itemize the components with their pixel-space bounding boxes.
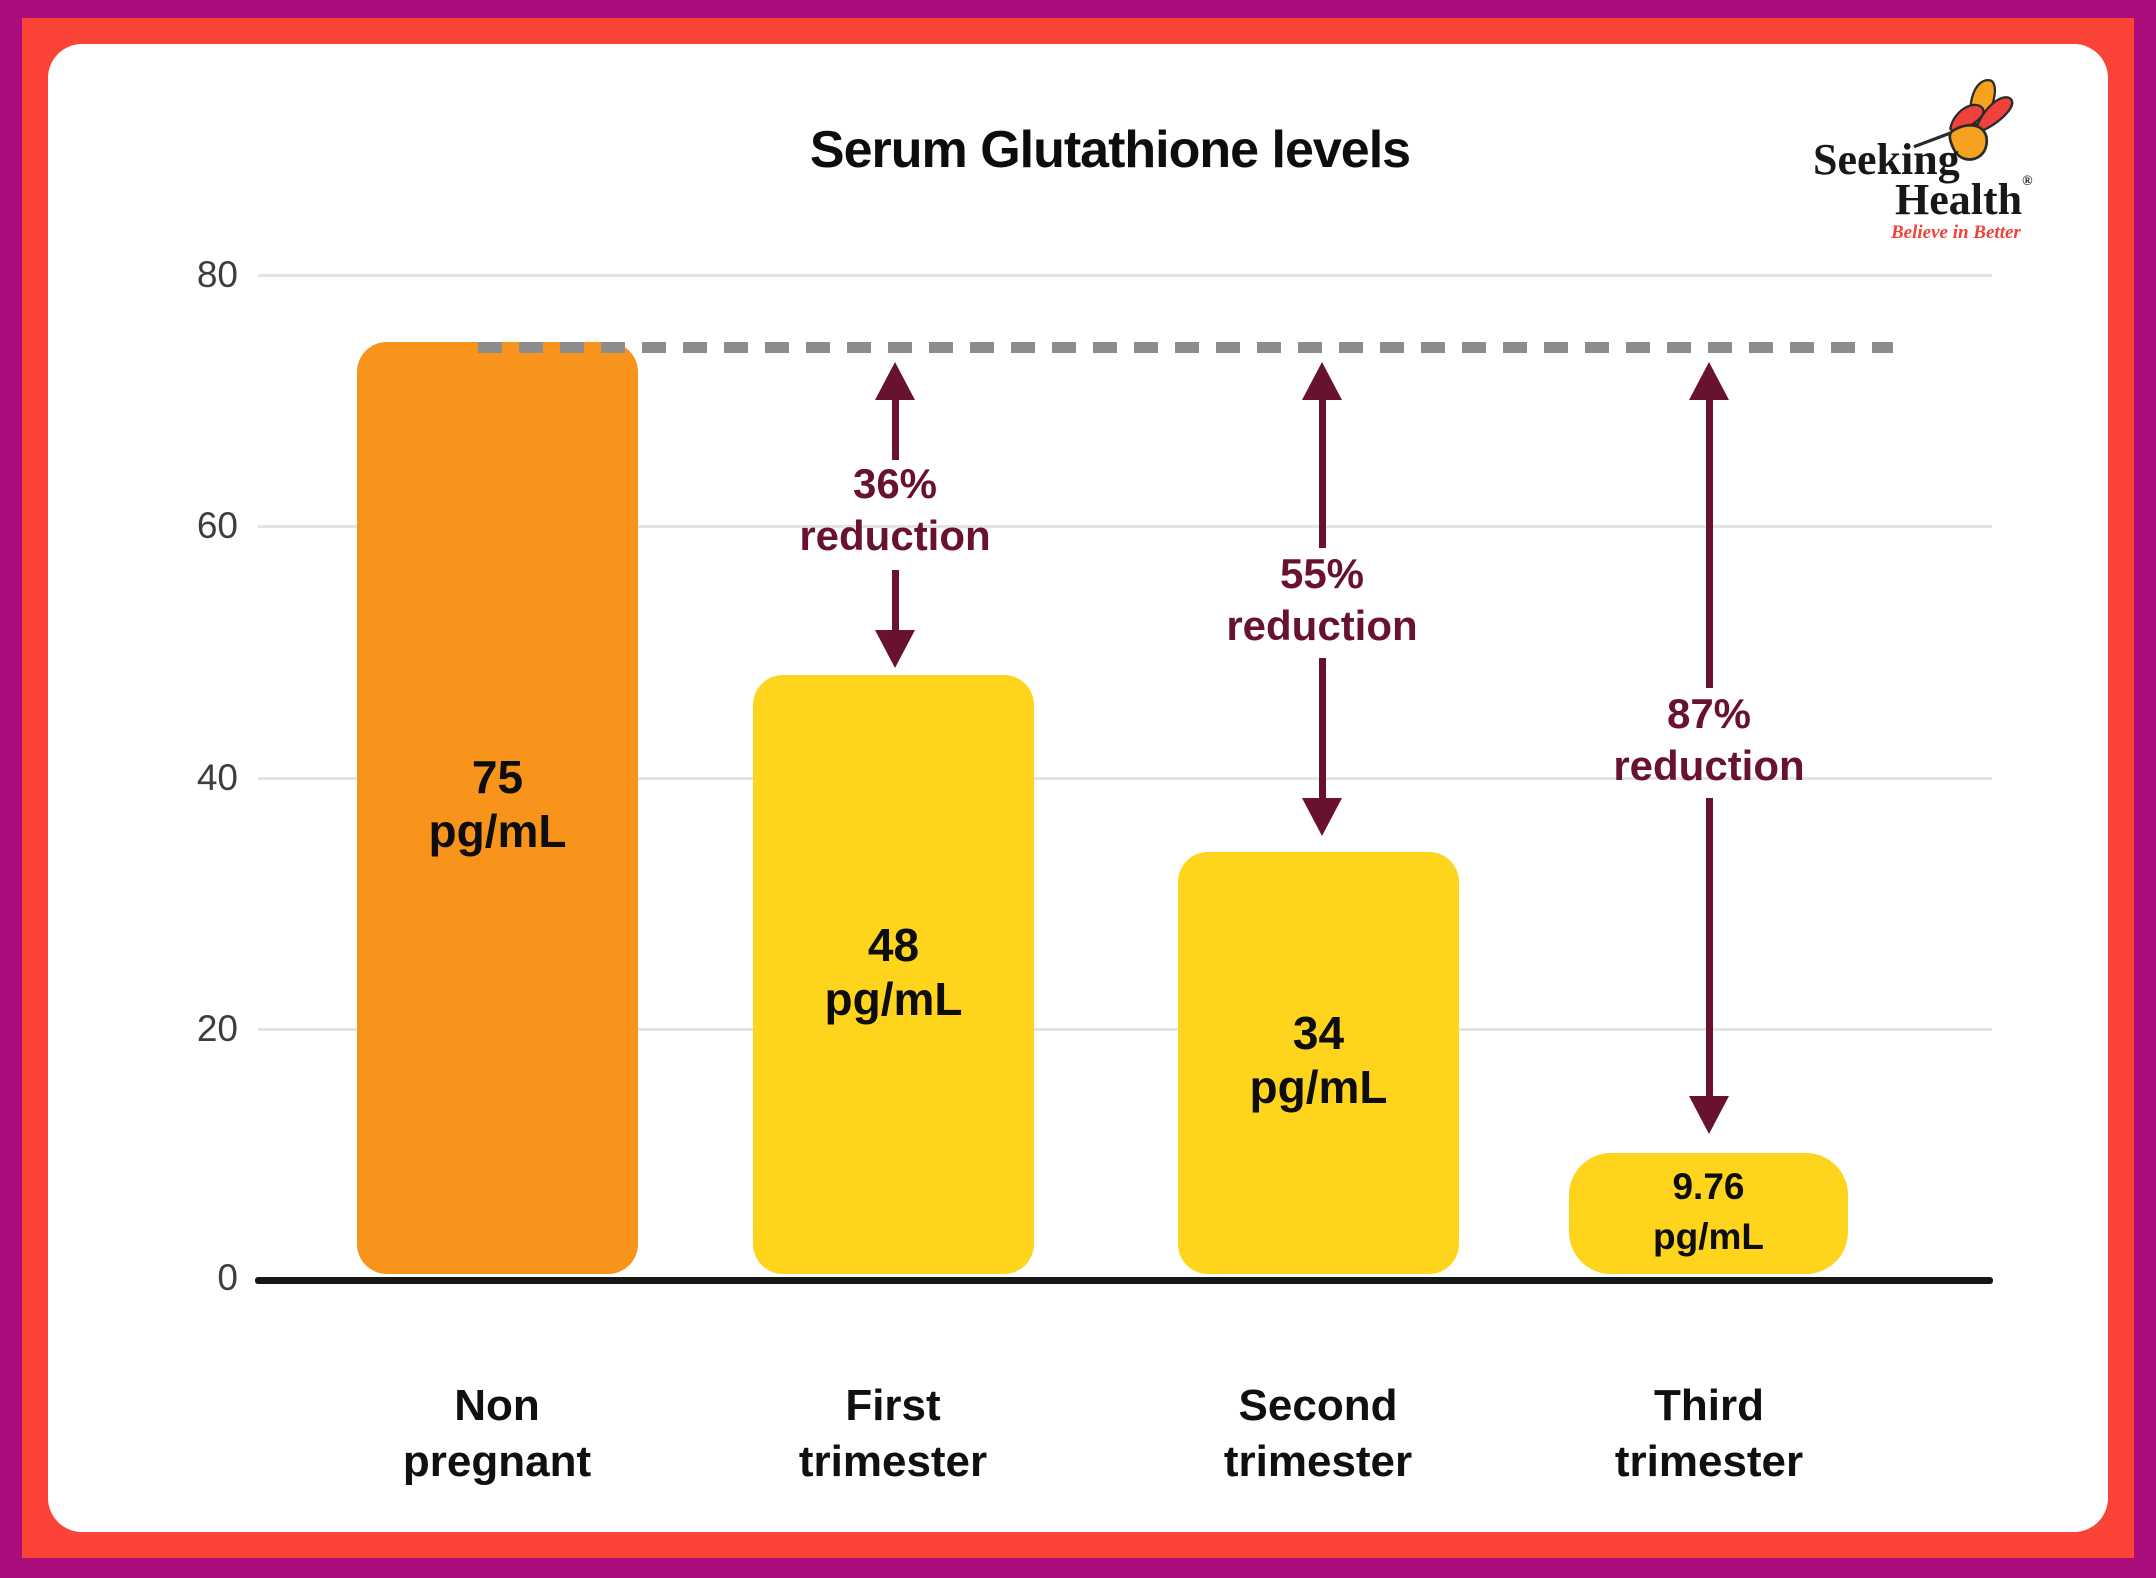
bar-non-pregnant — [357, 342, 638, 1274]
y-tick-40: 40 — [196, 757, 238, 798]
arrow-up-line-55 — [1319, 397, 1326, 548]
x-axis-line — [255, 1277, 1993, 1284]
arrow-up-head-55 — [1302, 362, 1342, 400]
arrow-down-line-36 — [892, 570, 899, 632]
arrow-down-line-55 — [1319, 658, 1326, 800]
category-first-trimester: First trimester — [798, 1381, 988, 1486]
seeking-health-logo: Seeking Health® Believe in Better — [1795, 72, 2045, 252]
arrow-up-line-87 — [1706, 397, 1713, 688]
bar-second-trimester — [1178, 852, 1459, 1274]
arrow-down-line-87 — [1706, 798, 1713, 1098]
arrow-up-head-36 — [875, 362, 915, 400]
arrow-down-head-36 — [875, 630, 915, 668]
value-label-non-pregnant: 75 pg/mL — [428, 751, 567, 857]
bar-third-trimester — [1569, 1153, 1848, 1274]
value-label-third-trimester: 9.76 pg/mL — [1653, 1166, 1764, 1257]
gridline-80 — [258, 274, 1992, 277]
logo-brand-line2: Health® — [1895, 174, 2033, 224]
logo-brand-line1: Seeking — [1813, 135, 1960, 184]
bar-first-trimester — [753, 675, 1034, 1274]
arrow-down-head-87 — [1689, 1096, 1729, 1134]
annotation-87-reduction: 87% reduction — [1613, 690, 1805, 789]
gridline-40 — [258, 777, 1992, 780]
y-tick-20: 20 — [196, 1008, 238, 1049]
y-tick-0: 0 — [217, 1257, 238, 1298]
arrow-down-head-55 — [1302, 798, 1342, 836]
reference-dashed-line — [478, 342, 1893, 353]
category-second-trimester: Second trimester — [1223, 1381, 1413, 1486]
category-third-trimester: Third trimester — [1614, 1381, 1804, 1486]
logo-tagline: Believe in Better — [1891, 222, 2021, 243]
arrow-up-head-87 — [1689, 362, 1729, 400]
value-label-first-trimester: 48 pg/mL — [824, 919, 963, 1025]
chart-title: Serum Glutathione levels — [809, 121, 1411, 179]
hummingbird-icon — [1913, 79, 2014, 161]
y-tick-60: 60 — [196, 505, 238, 546]
annotation-36-reduction: 36% reduction — [799, 460, 991, 559]
value-label-second-trimester: 34 pg/mL — [1249, 1007, 1388, 1113]
gridline-60 — [258, 525, 1992, 528]
annotation-55-reduction: 55% reduction — [1226, 550, 1418, 649]
y-tick-80: 80 — [196, 254, 238, 295]
registered-mark: ® — [2022, 174, 2033, 189]
gridline-20 — [258, 1028, 1992, 1031]
arrow-up-line-36 — [892, 397, 899, 460]
category-non-pregnant: Non pregnant — [402, 1381, 592, 1486]
